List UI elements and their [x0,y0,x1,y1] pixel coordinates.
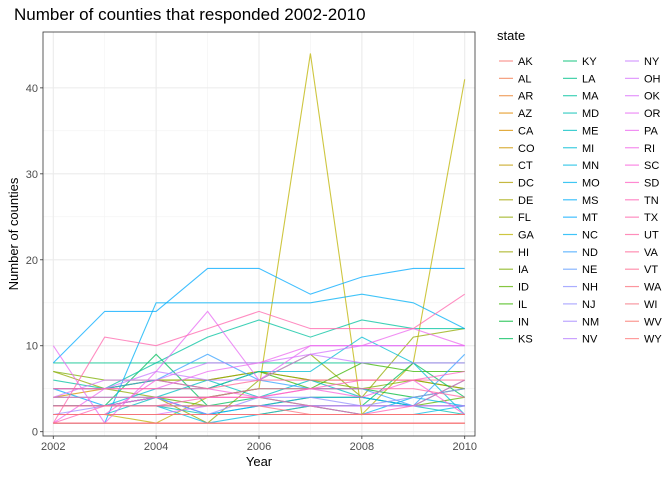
y-tick-label: 0 [32,427,38,439]
x-tick-label: 2006 [247,441,271,453]
series-lines [52,53,466,424]
legend-label-me: ME [582,125,599,137]
legend-label-hi: HI [518,247,529,259]
legend-label-nh: NH [582,282,598,294]
legend-label-ar: AR [518,91,533,103]
legend-label-ks: KS [518,334,533,346]
legend-label-ny: NY [644,56,660,68]
legend-label-sd: SD [644,177,659,189]
y-tick-label: 20 [26,255,38,267]
y-tick-label: 10 [26,341,38,353]
series-line-mi [53,336,466,415]
legend-label-mi: MI [582,143,594,155]
legend-label-mo: MO [582,177,600,189]
legend-title: state [497,28,525,43]
legend-label-dc: DC [518,177,534,189]
series-line-ut [53,388,465,398]
x-tick-label: 2002 [41,441,65,453]
legend-label-la: LA [582,73,596,85]
x-tick-label: 2004 [144,441,168,453]
legend-label-md: MD [582,108,599,120]
y-tick-label: 40 [26,83,38,95]
legend-label-tn: TN [644,195,659,207]
legend-label-ok: OK [644,91,661,103]
legend-label-sc: SC [644,160,659,172]
legend-label-ct: CT [518,160,533,172]
chart-title: Number of counties that responded 2002-2… [14,5,366,24]
legend-label-ut: UT [644,230,659,242]
legend-label-az: AZ [518,108,532,120]
legend-label-wv: WV [644,316,662,328]
legend-label-wa: WA [644,282,662,294]
legend-label-ak: AK [518,56,533,68]
legend: state AK AL AR AZ CA CO CT DC DE FL GA HI IA ID IL IN KS… [497,28,662,346]
legend-label-ca: CA [518,125,534,137]
legend-label-ga: GA [518,230,535,242]
legend-label-co: CO [518,143,535,155]
legend-label-nv: NV [582,334,598,346]
legend-label-mn: MN [582,160,599,172]
legend-label-ma: MA [582,91,599,103]
x-tick-label: 2008 [350,441,374,453]
legend-label-il: IL [518,299,527,311]
legend-label-ne: NE [582,264,597,276]
legend-label-nm: NM [582,316,599,328]
legend-label-or: OR [644,108,661,120]
series-line-mt [52,267,465,364]
legend-label-va: VA [644,247,659,259]
legend-label-ri: RI [644,143,655,155]
legend-label-ky: KY [582,56,597,68]
legend-label-tx: TX [644,212,659,224]
legend-label-in: IN [518,316,529,328]
legend-label-nj: NJ [582,299,595,311]
x-axis-title: Year [246,454,273,469]
series-line-va [53,379,465,390]
y-tick-label: 30 [26,169,38,181]
legend-label-fl: FL [518,212,531,224]
axes: 2002 2004 2006 2008 2010 0 10 20 30 40 [26,31,477,453]
gridlines [43,32,475,436]
legend-label-pa: PA [644,125,659,137]
legend-label-id: ID [518,282,529,294]
legend-label-oh: OH [644,73,661,85]
legend-label-nc: NC [582,230,598,242]
legend-label-de: DE [518,195,533,207]
legend-label-vt: VT [644,264,658,276]
legend-label-al: AL [518,73,531,85]
legend-label-ms: MS [582,195,599,207]
legend-label-wy: WY [644,334,662,346]
y-axis-title: Number of counties [6,177,21,290]
legend-label-mt: MT [582,212,598,224]
legend-label-nd: ND [582,247,598,259]
x-tick-label: 2010 [452,441,476,453]
legend-label-wi: WI [644,299,657,311]
legend-label-ia: IA [518,264,529,276]
series-line-tx [52,293,466,424]
